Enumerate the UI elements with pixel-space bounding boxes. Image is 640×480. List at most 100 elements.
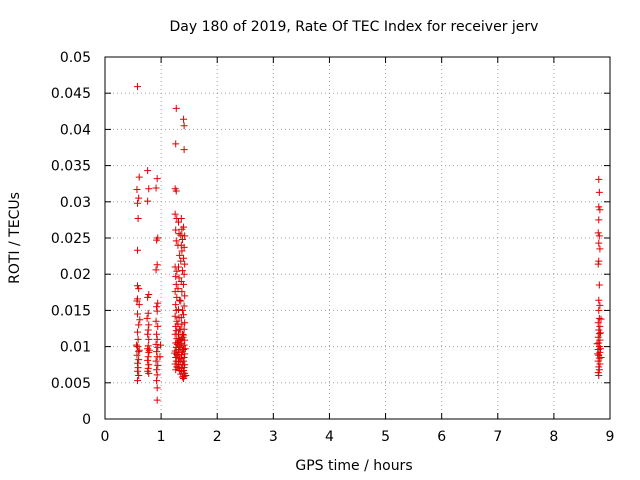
data-point xyxy=(180,302,188,310)
data-point xyxy=(172,272,180,280)
data-point xyxy=(181,361,189,369)
data-point xyxy=(595,257,603,265)
data-point xyxy=(595,326,603,334)
data-point xyxy=(134,282,142,290)
data-point xyxy=(175,306,183,314)
data-point xyxy=(596,360,604,368)
x-tick-label: 9 xyxy=(606,429,615,445)
data-point xyxy=(145,321,153,329)
data-point xyxy=(173,317,181,325)
data-point xyxy=(171,349,179,357)
data-point xyxy=(174,352,182,360)
data-point xyxy=(134,246,142,254)
data-point xyxy=(144,345,152,353)
data-point xyxy=(180,325,188,333)
data-point xyxy=(153,377,161,385)
data-point xyxy=(144,342,152,350)
data-point xyxy=(154,299,162,307)
y-tick-label: 0.045 xyxy=(51,86,91,102)
data-point xyxy=(178,306,186,314)
data-point xyxy=(175,218,183,226)
data-point xyxy=(153,330,161,338)
data-point xyxy=(180,146,188,154)
x-tick-label: 7 xyxy=(493,429,502,445)
y-tick-label: 0.02 xyxy=(60,267,91,283)
y-axis-label: ROTI / TECUs xyxy=(7,192,23,284)
data-point xyxy=(594,333,602,341)
data-point xyxy=(144,167,152,175)
x-tick-label: 2 xyxy=(213,429,222,445)
data-point xyxy=(595,314,603,322)
data-point xyxy=(154,361,162,369)
data-point xyxy=(180,357,188,365)
data-point xyxy=(135,285,143,293)
data-point xyxy=(135,173,143,181)
data-point xyxy=(595,216,603,224)
data-point xyxy=(152,266,160,274)
data-point xyxy=(153,303,161,311)
data-point xyxy=(180,122,188,130)
data-point xyxy=(134,310,142,318)
data-point xyxy=(134,328,142,336)
data-point xyxy=(178,330,186,338)
data-point xyxy=(595,372,603,380)
data-point xyxy=(144,293,152,301)
data-point xyxy=(597,353,605,361)
data-point xyxy=(144,353,152,361)
data-point xyxy=(172,104,180,112)
data-point xyxy=(596,245,604,253)
data-point xyxy=(180,254,188,262)
data-point xyxy=(181,350,189,358)
data-point xyxy=(154,322,162,330)
data-point xyxy=(134,199,142,207)
data-point xyxy=(181,260,189,268)
data-point xyxy=(178,235,186,243)
data-point xyxy=(153,348,161,356)
data-point xyxy=(595,175,603,183)
data-point xyxy=(594,319,602,327)
data-point xyxy=(180,115,188,123)
data-point xyxy=(153,384,161,392)
data-point xyxy=(134,359,142,367)
data-point xyxy=(595,239,603,247)
data-point xyxy=(180,364,188,372)
data-point xyxy=(180,353,188,361)
data-point xyxy=(594,357,602,365)
data-point xyxy=(180,243,188,251)
data-point xyxy=(178,373,186,381)
data-point xyxy=(180,223,188,231)
data-point xyxy=(177,214,185,222)
data-point xyxy=(181,336,189,344)
data-point xyxy=(135,321,143,329)
data-point xyxy=(595,306,603,314)
data-point xyxy=(132,341,140,349)
data-point xyxy=(157,341,165,349)
data-point xyxy=(180,270,188,278)
data-point xyxy=(133,297,141,305)
grid-lines xyxy=(105,57,610,419)
data-point xyxy=(171,312,179,320)
data-point xyxy=(134,377,142,385)
data-point xyxy=(176,337,184,345)
data-point xyxy=(134,335,142,343)
y-tick-label: 0.05 xyxy=(60,50,91,66)
data-point xyxy=(135,346,143,354)
data-point xyxy=(595,281,603,289)
chart-title: Day 180 of 2019, Rate Of TEC Index for r… xyxy=(170,19,539,35)
data-points xyxy=(132,83,605,404)
data-point xyxy=(153,175,161,183)
data-point xyxy=(182,372,190,380)
data-point xyxy=(597,315,605,323)
data-point xyxy=(175,274,183,282)
data-point xyxy=(144,326,152,334)
data-point xyxy=(145,369,153,377)
data-point xyxy=(174,364,182,372)
data-point xyxy=(135,301,143,309)
axis-ticks: 0 1 2 3 4 5 6 7 8 9 0 0.005 0.01 0.015 0.02 0.025 0.03 0.… xyxy=(51,50,615,445)
data-point xyxy=(595,203,603,211)
y-tick-label: 0.03 xyxy=(60,195,91,211)
x-tick-label: 4 xyxy=(325,429,334,445)
data-point xyxy=(135,348,143,356)
data-point xyxy=(181,232,189,240)
data-point xyxy=(181,319,189,327)
